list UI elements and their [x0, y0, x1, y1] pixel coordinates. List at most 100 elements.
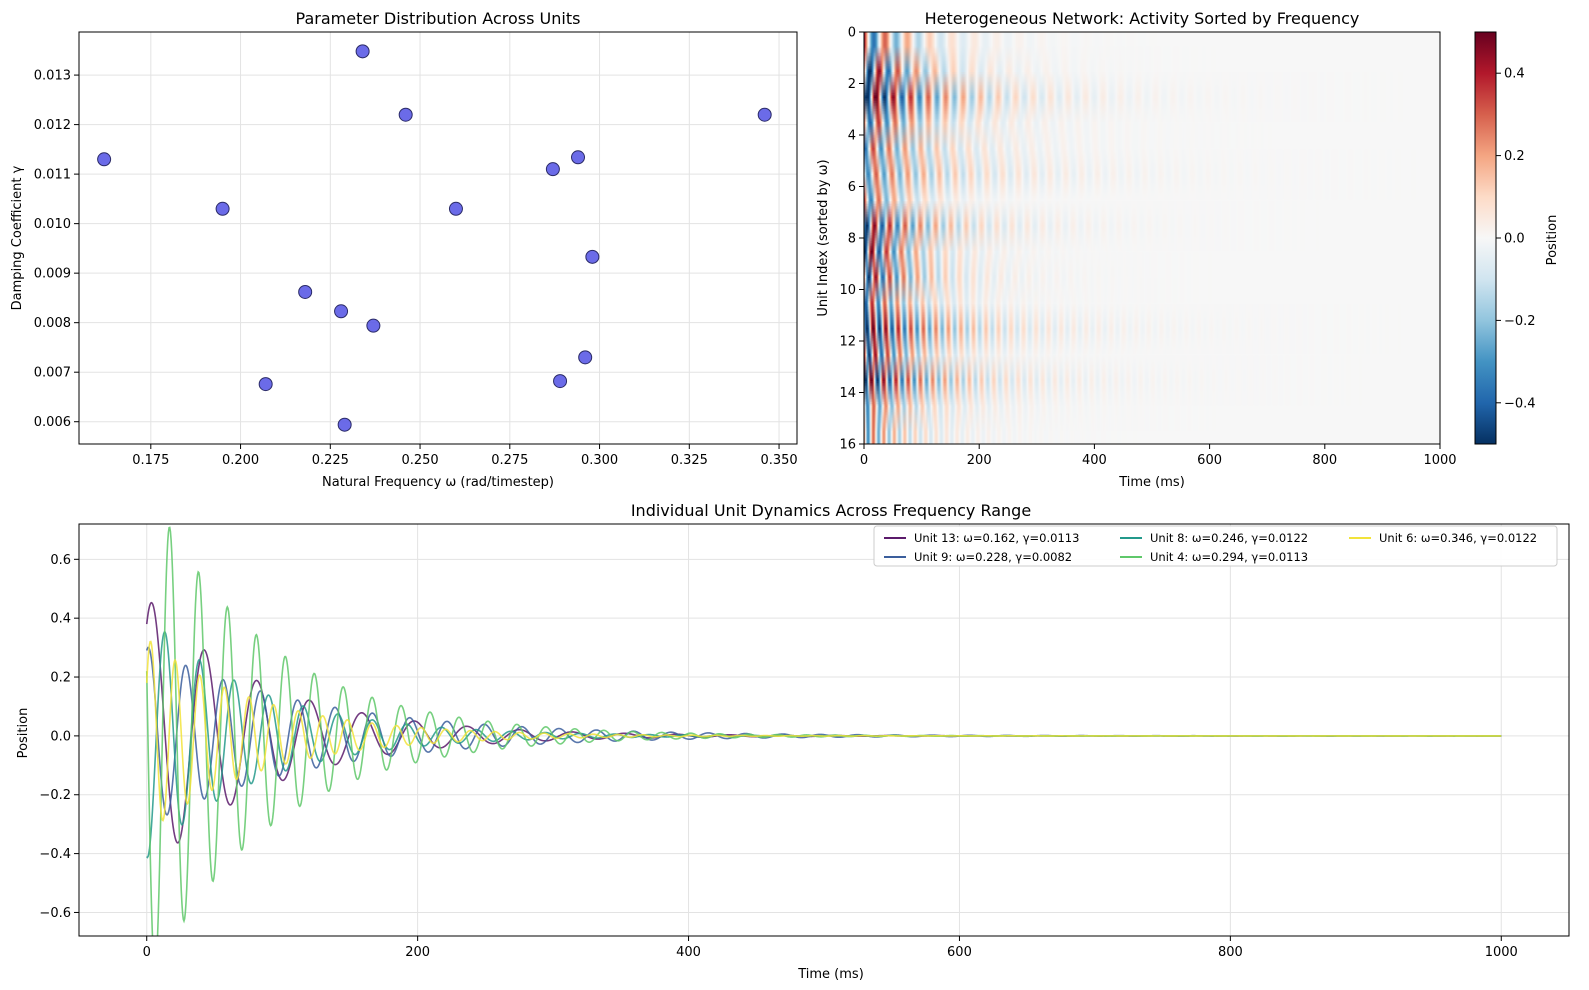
line-x-tick-label: 200	[405, 945, 430, 960]
line-x-tick-label: 1000	[1485, 945, 1518, 960]
scatter-point	[298, 284, 313, 299]
line-x-tick-label: 0	[143, 945, 151, 960]
line-ticks: 0 200 400 600 800 1000 −0.6 −0.4 −0.2 0.0 0.2 0.4 0.…	[39, 553, 1517, 960]
line-series-path	[145, 640, 1502, 822]
scatter-point	[578, 350, 593, 365]
scatter-y-axis-label: Damping Coefficient γ	[10, 165, 25, 310]
heatmap-x-tick-label: 1000	[1423, 453, 1456, 468]
heatmap-panel: Heterogeneous Network: Activity Sorted b…	[816, 9, 1560, 490]
line-x-tick-label: 400	[676, 945, 701, 960]
scatter-point	[337, 417, 352, 432]
legend-entry-label: Unit 9: ω=0.228, γ=0.0082	[914, 550, 1072, 564]
legend-entry-label: Unit 13: ω=0.162, γ=0.0113	[914, 531, 1079, 545]
scatter-y-tick-label: 0.012	[34, 118, 71, 133]
scatter-point	[571, 150, 586, 165]
line-series	[145, 526, 1502, 936]
scatter-x-tick-label: 0.350	[760, 453, 797, 468]
scatter-gridlines	[79, 32, 797, 444]
scatter-x-tick-label: 0.225	[312, 453, 349, 468]
legend-entry-label: Unit 4: ω=0.294, γ=0.0113	[1150, 550, 1308, 564]
scatter-point	[258, 377, 273, 392]
colorbar	[1474, 31, 1497, 445]
legend-box	[873, 525, 1558, 567]
scatter-x-tick-label: 0.175	[132, 453, 169, 468]
scatter-x-tick-label: 0.300	[581, 453, 618, 468]
scatter-x-tick-label: 0.275	[491, 453, 528, 468]
scatter-axes-frame	[78, 31, 798, 445]
scatter-x-tick-label: 0.250	[401, 453, 438, 468]
colorbar-tick-label: 0.2	[1504, 149, 1525, 164]
line-axes-frame	[78, 523, 1570, 937]
scatter-point	[448, 201, 463, 216]
line-y-tick-label: −0.4	[39, 847, 71, 862]
heatmap-x-tick-label: 600	[1197, 453, 1222, 468]
line-x-axis-label: Time (ms)	[797, 967, 864, 982]
line-y-tick-label: 0.0	[50, 729, 71, 744]
colorbar-tick-label: −0.4	[1504, 396, 1536, 411]
scatter-y-tick-label: 0.011	[34, 168, 71, 183]
scatter-point	[215, 201, 230, 216]
scatter-y-tick-label: 0.013	[34, 69, 71, 84]
scatter-y-tick-label: 0.010	[34, 217, 71, 232]
line-y-tick-label: 0.4	[50, 612, 71, 627]
line-legend: Unit 13: ω=0.162, γ=0.0113 Unit 9: ω=0.22…	[873, 525, 1558, 567]
heatmap-y-tick-label: 8	[848, 232, 856, 247]
heatmap-x-tick-label: 200	[967, 453, 992, 468]
line-x-tick-label: 800	[1218, 945, 1243, 960]
line-y-tick-label: 0.2	[50, 671, 71, 686]
scatter-point	[366, 318, 381, 333]
heatmap-y-tick-label: 0	[848, 26, 856, 41]
line-x-tick-label: 600	[947, 945, 972, 960]
colorbar-ticks: −0.4 −0.2 0.0 0.2 0.4	[1496, 67, 1536, 411]
line-title: Individual Unit Dynamics Across Frequenc…	[631, 501, 1031, 520]
scatter-points	[97, 44, 772, 432]
colorbar-tick-label: 0.0	[1504, 232, 1525, 247]
line-gridlines	[79, 524, 1569, 936]
scatter-title: Parameter Distribution Across Units	[296, 9, 581, 28]
scatter-y-tick-label: 0.006	[34, 415, 71, 430]
scatter-point	[757, 107, 772, 122]
heatmap-y-tick-label: 12	[839, 335, 856, 350]
line-series-path	[146, 631, 1502, 859]
heatmap-ticks: 0 200 400 600 800 1000 0 2 4 6 8 10 12 14 16	[839, 26, 1456, 469]
scatter-y-tick-label: 0.009	[34, 267, 71, 282]
heatmap-y-tick-label: 10	[839, 283, 856, 298]
legend-entry-label: Unit 6: ω=0.346, γ=0.0122	[1379, 531, 1537, 545]
heatmap-title: Heterogeneous Network: Activity Sorted b…	[925, 9, 1360, 28]
heatmap-y-tick-label: 4	[848, 129, 856, 144]
scatter-x-axis-label: Natural Frequency ω (rad/timestep)	[322, 475, 554, 490]
scatter-ticks: 0.175 0.200 0.225 0.250 0.275 0.300 0.325 0.350…	[34, 69, 798, 468]
line-series-path	[145, 526, 1502, 936]
scatter-x-tick-label: 0.200	[222, 453, 259, 468]
scatter-point	[334, 304, 349, 319]
line-panel: Individual Unit Dynamics Across Frequenc…	[16, 501, 1570, 982]
colorbar-label: Position	[1545, 215, 1560, 266]
heatmap-y-axis-label: Unit Index (sorted by ω)	[816, 159, 831, 316]
heatmap-x-tick-label: 800	[1312, 453, 1337, 468]
heatmap-x-axis-label: Time (ms)	[1118, 475, 1185, 490]
legend-entry-label: Unit 8: ω=0.246, γ=0.0122	[1150, 531, 1308, 545]
heatmap-y-tick-label: 16	[839, 438, 856, 453]
scatter-panel: Parameter Distribution Across Units 0.17…	[10, 9, 798, 490]
heatmap-x-tick-label: 400	[1082, 453, 1107, 468]
scatter-y-tick-label: 0.007	[34, 366, 71, 381]
scatter-x-tick-label: 0.325	[671, 453, 708, 468]
heatmap-y-tick-label: 14	[839, 386, 856, 401]
line-y-tick-label: −0.2	[39, 788, 71, 803]
scatter-point	[585, 249, 600, 264]
scatter-point	[398, 107, 413, 122]
colorbar-tick-label: −0.2	[1504, 314, 1536, 329]
heatmap-y-tick-label: 6	[848, 180, 856, 195]
heatmap-x-tick-label: 0	[860, 453, 868, 468]
line-y-tick-label: 0.6	[50, 553, 71, 568]
line-y-tick-label: −0.6	[39, 906, 71, 921]
scatter-point	[355, 44, 370, 59]
scatter-point	[545, 162, 560, 177]
scatter-point	[97, 152, 112, 167]
line-y-axis-label: Position	[16, 708, 31, 759]
colorbar-tick-label: 0.4	[1504, 67, 1525, 82]
heatmap-image	[864, 32, 1440, 444]
heatmap-y-tick-label: 2	[848, 77, 856, 92]
scatter-point	[553, 374, 568, 389]
